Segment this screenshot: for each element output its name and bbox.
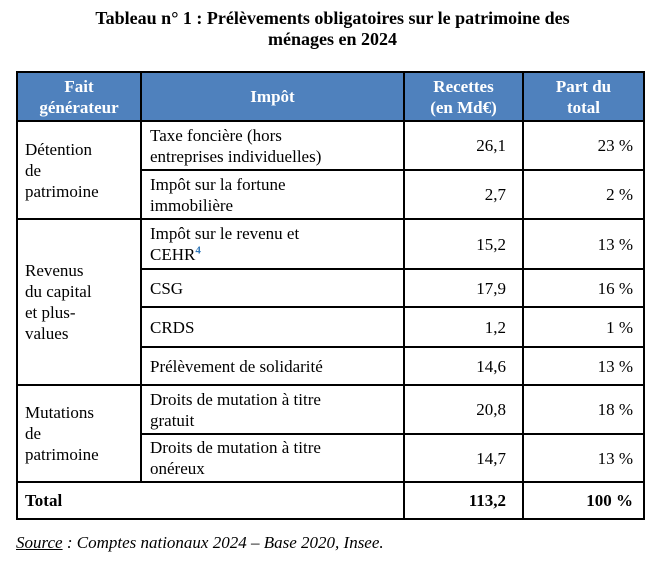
cell-recettes-csg: 17,9 — [403, 268, 524, 308]
cell-part-prelevement-solidarite: 13 % — [522, 346, 645, 386]
cell-part-ir-cehr: 13 % — [522, 218, 645, 270]
header-row: Fait générateur Impôt Recettes (en Md€) … — [16, 71, 645, 122]
cell-part-csg: 16 % — [522, 268, 645, 308]
cell-impot-crds: CRDS — [140, 306, 405, 348]
cell-recettes-taxe-fonciere: 26,1 — [403, 120, 524, 171]
cell-recettes-ir-cehr: 15,2 — [403, 218, 524, 270]
cell-part-crds: 1 % — [522, 306, 645, 348]
header-impot: Impôt — [140, 71, 405, 122]
cell-recettes-dmtg: 20,8 — [403, 384, 524, 435]
cell-impot-taxe-fonciere: Taxe foncière (hors entreprises individu… — [140, 120, 405, 171]
cell-recettes-prelevement-solidarite: 14,6 — [403, 346, 524, 386]
total-row: Total 113,2 100 % — [16, 481, 645, 520]
source-label: Source — [16, 533, 63, 552]
cell-recettes-ifi: 2,7 — [403, 169, 524, 220]
table-row: Droits de mutation à titre onéreux 14,7 … — [17, 433, 645, 483]
cell-part-dmto: 13 % — [522, 433, 645, 483]
cell-impot-csg: CSG — [140, 268, 405, 308]
group-mutations-patrimoine: Mutations de patrimoine — [16, 384, 142, 483]
table-row: CRDS 1,2 1 % — [17, 306, 645, 348]
cell-total-label: Total — [16, 481, 405, 520]
table-row: Détention de patrimoine Taxe foncière (h… — [16, 120, 645, 220]
table-row: Prélèvement de solidarité 14,6 13 % — [17, 346, 645, 386]
cell-impot-ir-cehr: Impôt sur le revenu et CEHR4 — [140, 218, 405, 270]
header-recettes: Recettes (en Md€) — [403, 71, 524, 122]
cell-impot-prelevement-solidarite: Prélèvement de solidarité — [140, 346, 405, 386]
cell-total-part: 100 % — [522, 481, 645, 520]
source-line: Source : Comptes nationaux 2024 – Base 2… — [16, 533, 665, 553]
cell-impot-dmto: Droits de mutation à titre onéreux — [140, 433, 405, 483]
cell-part-dmtg: 18 % — [522, 384, 645, 435]
header-part-du-total: Part du total — [522, 71, 645, 122]
cell-recettes-crds: 1,2 — [403, 306, 524, 348]
table-row: Revenus du capital et plus- values Impôt… — [16, 218, 645, 386]
header-fait-generateur: Fait générateur — [16, 71, 142, 122]
cell-part-ifi: 2 % — [522, 169, 645, 220]
impot-ir-cehr-text: Impôt sur le revenu et CEHR — [150, 224, 300, 264]
group-revenus-capital: Revenus du capital et plus- values — [16, 218, 142, 386]
group-detention-patrimoine: Détention de patrimoine — [16, 120, 142, 220]
table-row: Mutations de patrimoine Droits de mutati… — [16, 384, 645, 483]
prelevements-table: Fait générateur Impôt Recettes (en Md€) … — [16, 71, 645, 520]
footnote-ref-4[interactable]: 4 — [195, 244, 201, 257]
cell-part-taxe-fonciere: 23 % — [522, 120, 645, 171]
table-row: CSG 17,9 16 % — [17, 268, 645, 308]
cell-recettes-dmto: 14,7 — [403, 433, 524, 483]
table-title: Tableau n° 1 : Prélèvements obligatoires… — [95, 8, 570, 49]
cell-total-recettes: 113,2 — [403, 481, 524, 520]
source-text: : Comptes nationaux 2024 – Base 2020, In… — [62, 533, 384, 552]
cell-impot-ifi: Impôt sur la fortune immobilière — [140, 169, 405, 220]
table-row: Impôt sur la fortune immobilière 2,7 2 % — [17, 169, 645, 220]
document-page: Tableau n° 1 : Prélèvements obligatoires… — [0, 8, 665, 572]
cell-impot-dmtg: Droits de mutation à titre gratuit — [140, 384, 405, 435]
